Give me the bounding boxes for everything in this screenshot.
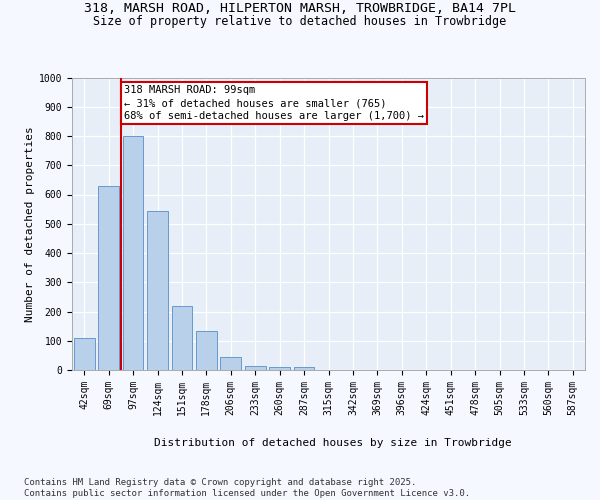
Bar <box>74 338 95 370</box>
Bar <box>122 136 143 370</box>
Bar <box>196 330 217 370</box>
Text: 318, MARSH ROAD, HILPERTON MARSH, TROWBRIDGE, BA14 7PL: 318, MARSH ROAD, HILPERTON MARSH, TROWBR… <box>84 2 516 16</box>
Bar <box>269 367 290 370</box>
Bar <box>172 306 193 370</box>
Bar <box>98 186 119 370</box>
Bar <box>220 357 241 370</box>
Bar <box>245 366 266 370</box>
Text: Contains HM Land Registry data © Crown copyright and database right 2025.
Contai: Contains HM Land Registry data © Crown c… <box>24 478 470 498</box>
Bar <box>147 210 168 370</box>
Text: Distribution of detached houses by size in Trowbridge: Distribution of detached houses by size … <box>154 438 512 448</box>
Y-axis label: Number of detached properties: Number of detached properties <box>25 126 35 322</box>
Text: 318 MARSH ROAD: 99sqm
← 31% of detached houses are smaller (765)
68% of semi-det: 318 MARSH ROAD: 99sqm ← 31% of detached … <box>124 85 424 121</box>
Bar <box>293 367 314 370</box>
Text: Size of property relative to detached houses in Trowbridge: Size of property relative to detached ho… <box>94 15 506 28</box>
